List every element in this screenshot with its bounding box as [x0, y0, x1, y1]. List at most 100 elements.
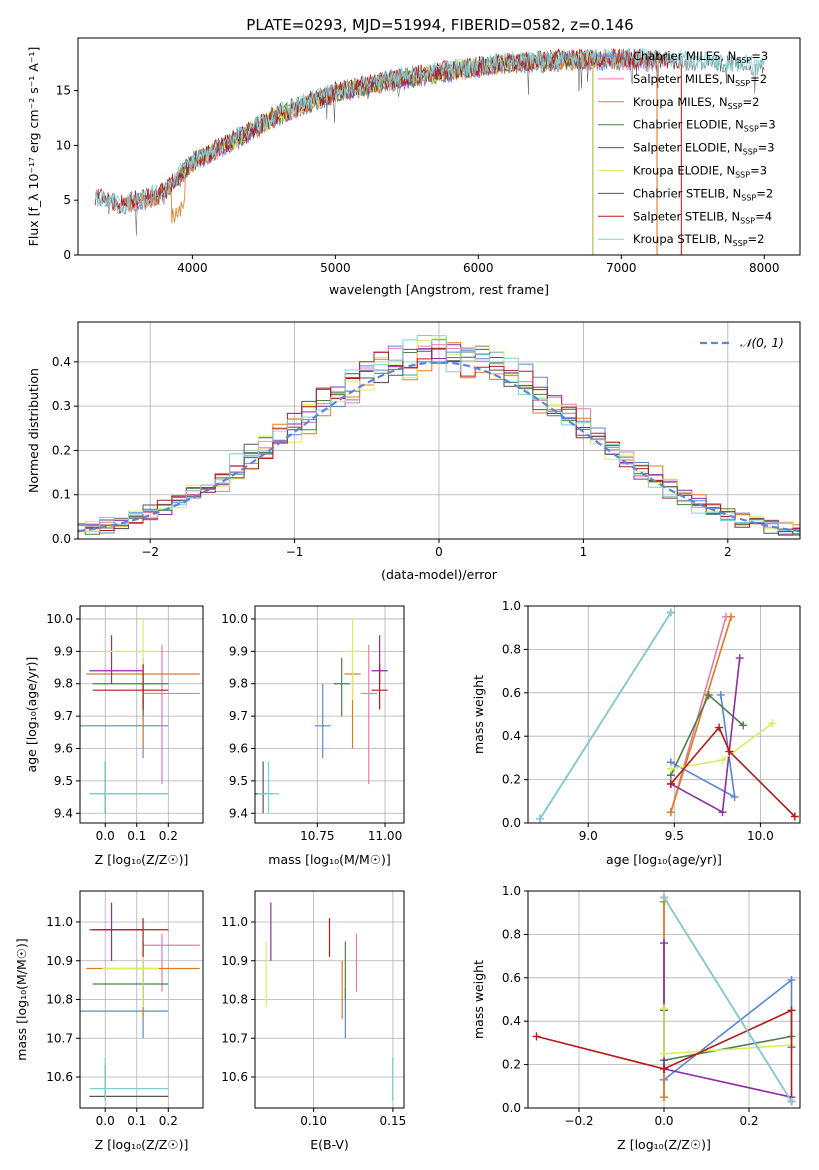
- legend-label: Salpeter STELIB, NSSP=4: [633, 209, 772, 225]
- z-mass-panel: 0.0 0.1 0.2 10.6 10.7 10.8 10.9 11.0 Z [log₁₀(Z/…: [14, 890, 204, 1152]
- z-age-ticks: 0.0 0.1 0.2 9.4 9.5 9.6 9.7 9.8 9.9 10.0: [46, 612, 178, 843]
- weight-marker: [715, 723, 724, 732]
- y-tick-label: 1.0: [502, 599, 521, 613]
- weight-marker: [787, 1097, 796, 1106]
- z-age-grid: [80, 606, 203, 823]
- legend-label: 𝒩(0, 1): [740, 336, 784, 350]
- x-tick-label: 0.0: [96, 1114, 115, 1128]
- weight-marker: [787, 975, 796, 984]
- residuals-ticks: −2 −1 0 1 2 0.0 0.1 0.2 0.3 0.4: [52, 355, 732, 559]
- y-tick-label: 10.7: [46, 1031, 73, 1045]
- z-age-frame: [79, 605, 204, 824]
- spectrum-panel: 4000 5000 6000 7000 8000 0 5 10 15 Chabrier MILES…: [26, 37, 801, 297]
- weight-marker: [666, 779, 675, 788]
- y-tick-label: 9.6: [54, 742, 73, 756]
- y-tick-label: 5: [63, 193, 71, 207]
- gauss-curve: [78, 361, 800, 533]
- weight-marker: [660, 1049, 668, 1058]
- y-tick-label: 9.5: [229, 774, 248, 788]
- x-tick-label: 0.0: [96, 829, 115, 843]
- weight-line: [670, 616, 727, 813]
- y-tick-label: 9.4: [229, 806, 248, 820]
- z-mass-ylabel: mass [log₁₀(M/M☉)]: [14, 938, 29, 1060]
- z-weight-ticks: −0.2 0.0 0.2 0.0 0.2 0.4 0.6 0.8 1.0: [502, 884, 759, 1128]
- weight-line: [670, 726, 796, 818]
- z-weight-xlabel: Z [log₁₀(Z/Z☉)]: [617, 1137, 711, 1152]
- weight-marker: [730, 792, 739, 801]
- y-tick-label: 0.8: [502, 642, 521, 656]
- y-tick-label: 0.4: [502, 1014, 521, 1028]
- residuals-panel: −2 −1 0 1 2 0.0 0.1 0.2 0.3 0.4 𝒩(0, 1) (data-model…: [26, 321, 801, 582]
- y-tick-label: 9.6: [229, 742, 248, 756]
- z-weight-marks: [532, 893, 796, 1106]
- age-weight-grid: [528, 605, 800, 824]
- age-weight-ylabel: mass weight: [471, 675, 486, 754]
- spectrum-ylabel: Flux [f_λ 10⁻¹⁷ erg cm⁻² s⁻¹ A⁻¹]: [26, 47, 41, 247]
- ebv-mass-ticks: 0.10 0.15 10.6 10.7 10.8 10.9 11.0: [221, 915, 406, 1128]
- x-tick-label: −1: [286, 545, 304, 559]
- y-tick-label: 10.0: [46, 612, 73, 626]
- weight-marker: [787, 1006, 796, 1015]
- y-tick-label: 9.9: [229, 644, 248, 658]
- legend-label: Salpeter MILES, NSSP=2: [633, 72, 767, 88]
- z-mass-marks: [80, 902, 200, 1101]
- weight-marker: [660, 1064, 668, 1073]
- age-weight-panel: 9.0 9.5 10.0 0.0 0.2 0.4 0.6 0.8 1.0 age [log₁₀(a…: [471, 599, 801, 867]
- y-tick-label: 0.0: [502, 1101, 521, 1115]
- legend-label: Kroupa ELODIE, NSSP=3: [633, 164, 767, 180]
- y-tick-label: 0.2: [502, 1058, 521, 1072]
- y-tick-label: 0.4: [502, 729, 521, 743]
- ebv-mass-xlabel: E(B-V): [310, 1137, 349, 1152]
- x-tick-label: 4000: [177, 261, 208, 275]
- x-tick-label: 10.75: [300, 829, 334, 843]
- weight-marker: [718, 808, 727, 817]
- y-tick-label: 9.9: [54, 644, 73, 658]
- weight-marker: [536, 814, 545, 823]
- x-tick-label: 8000: [749, 261, 780, 275]
- y-tick-label: 10.8: [221, 993, 248, 1007]
- weight-line: [663, 1008, 792, 1055]
- mass-age-xlabel: mass [log₁₀(M/M☉)]: [268, 852, 390, 867]
- mass-age-marks: [255, 618, 388, 814]
- x-tick-label: 0.0: [654, 1114, 673, 1128]
- weight-marker: [768, 719, 777, 728]
- residuals-marks: [78, 335, 800, 536]
- figure-title: PLATE=0293, MJD=51994, FIBERID=0582, z=0…: [246, 16, 633, 34]
- x-tick-label: 6000: [463, 261, 494, 275]
- x-tick-label: 0: [435, 545, 443, 559]
- x-tick-label: 0.1: [127, 1114, 146, 1128]
- y-tick-label: 0.8: [502, 927, 521, 941]
- weight-marker: [660, 893, 668, 902]
- weight-marker: [666, 808, 675, 817]
- spectrum-xlabel: wavelength [Angstrom, rest frame]: [329, 282, 549, 297]
- weight-marker: [660, 1004, 668, 1013]
- y-tick-label: 10.6: [221, 1070, 248, 1084]
- weight-marker: [532, 1032, 541, 1041]
- x-tick-label: 9.0: [579, 829, 598, 843]
- age-weight-xlabel: age [log₁₀(age/yr)]: [606, 852, 722, 867]
- y-tick-label: 0.6: [502, 971, 521, 985]
- z-mass-ticks: 0.0 0.1 0.2 10.6 10.7 10.8 10.9 11.0: [46, 915, 178, 1128]
- legend-label: Kroupa STELIB, NSSP=2: [633, 232, 764, 248]
- z-age-ylabel: age [log₁₀(age/yr)]: [24, 657, 39, 773]
- ebv-mass-marks: [265, 902, 394, 1101]
- age-weight-ticks: 9.0 9.5 10.0 0.0 0.2 0.4 0.6 0.8 1.0: [502, 599, 774, 843]
- residuals-ylabel: Normed distribution: [26, 368, 41, 493]
- weight-marker: [660, 939, 668, 948]
- x-tick-label: −2: [141, 545, 159, 559]
- y-tick-label: 10: [56, 138, 71, 152]
- legend-label: Salpeter ELODIE, NSSP=3: [633, 141, 775, 157]
- x-tick-label: 0.15: [380, 1114, 407, 1128]
- x-tick-label: 5000: [320, 261, 351, 275]
- x-tick-label: 10.0: [747, 829, 774, 843]
- weight-marker: [727, 612, 736, 621]
- weight-marker: [718, 756, 727, 765]
- x-tick-label: −0.2: [564, 1114, 593, 1128]
- y-tick-label: 9.8: [229, 677, 248, 691]
- mass-age-grid: [255, 606, 404, 823]
- y-tick-label: 1.0: [502, 884, 521, 898]
- weight-line: [539, 612, 672, 820]
- weight-marker: [725, 747, 734, 756]
- weight-marker: [666, 764, 675, 773]
